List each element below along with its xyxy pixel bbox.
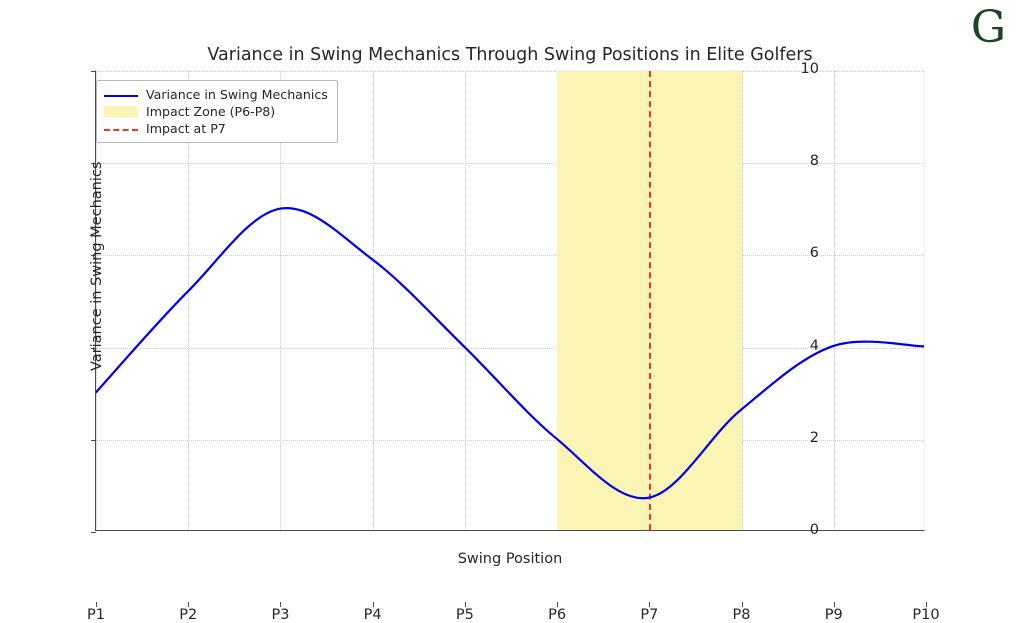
gridline-x-P4 (372, 71, 374, 530)
legend-label: Variance in Swing Mechanics (146, 87, 328, 102)
y-tick-label-8: 8 (809, 153, 819, 170)
legend-item-0[interactable]: Variance in Swing Mechanics (104, 86, 328, 103)
chart-figure: G Variance in Swing Mechanics Through Sw… (87, 2, 1016, 623)
impact-at-p7-line (649, 71, 652, 530)
legend-key-dashed-icon (104, 122, 138, 135)
legend-label: Impact at P7 (146, 121, 226, 136)
series-line-variance (96, 71, 924, 530)
gridline-y-6 (96, 255, 924, 257)
x-tick-label-P8: P8 (732, 607, 751, 623)
gridline-x-P8 (741, 71, 743, 530)
chart-title: Variance in Swing Mechanics Through Swin… (207, 45, 813, 65)
y-tick-label-2: 2 (809, 429, 819, 446)
y-tick-mark-10 (91, 71, 96, 72)
plot-inner (96, 71, 924, 530)
gridline-x-P9 (833, 71, 835, 530)
x-axis-label: Swing Position (457, 551, 563, 567)
y-tick-mark-0 (91, 532, 96, 533)
legend-swatch (104, 128, 138, 131)
y-tick-label-6: 6 (809, 245, 819, 262)
x-tick-label-P10: P10 (912, 607, 940, 623)
gridline-y-10 (96, 71, 924, 72)
legend-item-2[interactable]: Impact at P7 (104, 120, 328, 137)
y-tick-label-10: 10 (800, 61, 819, 77)
gridline-y-8 (96, 163, 924, 165)
x-tick-label-P3: P3 (271, 607, 290, 623)
y-tick-label-0: 0 (809, 522, 819, 538)
legend-key-patch-icon (104, 105, 138, 118)
x-tick-label-P5: P5 (455, 607, 474, 623)
y-tick-mark-2 (91, 439, 96, 441)
x-tick-label-P2: P2 (179, 607, 198, 623)
x-tick-label-P7: P7 (640, 607, 659, 623)
legend-key-line-icon (104, 88, 138, 101)
brand-logo: G (960, 2, 1016, 54)
gridline-y-4 (96, 347, 924, 349)
x-tick-label-P9: P9 (824, 607, 843, 623)
gridline-x-P5 (464, 71, 466, 530)
legend-swatch (104, 94, 138, 97)
y-tick-mark-4 (91, 347, 96, 349)
gridline-x-P2 (188, 71, 190, 530)
y-tick-label-4: 4 (809, 337, 819, 354)
legend-swatch (104, 106, 138, 117)
plot-area: 0 2 4 6 8 10 P1 P2 P3 P4 P5 P6 P7 P8 P9 P10 Variance i… (87, 61, 940, 623)
y-tick-mark-6 (91, 255, 96, 257)
x-tick-label-P6: P6 (548, 607, 567, 623)
gridline-y-2 (96, 439, 924, 441)
logo-letter-g: G (970, 2, 1006, 53)
chart-legend: Variance in Swing Mechanics Impact Zone (… (96, 80, 338, 143)
x-tick-label-P4: P4 (363, 607, 382, 623)
x-tick-label-P1: P1 (87, 607, 105, 623)
legend-item-1[interactable]: Impact Zone (P6-P8) (104, 103, 328, 120)
y-axis-label: Variance in Swing Mechanics (89, 161, 105, 371)
gridline-x-P1 (96, 71, 97, 530)
gridline-x-P3 (280, 71, 282, 530)
legend-label: Impact Zone (P6-P8) (146, 104, 276, 119)
y-tick-mark-8 (91, 163, 96, 165)
